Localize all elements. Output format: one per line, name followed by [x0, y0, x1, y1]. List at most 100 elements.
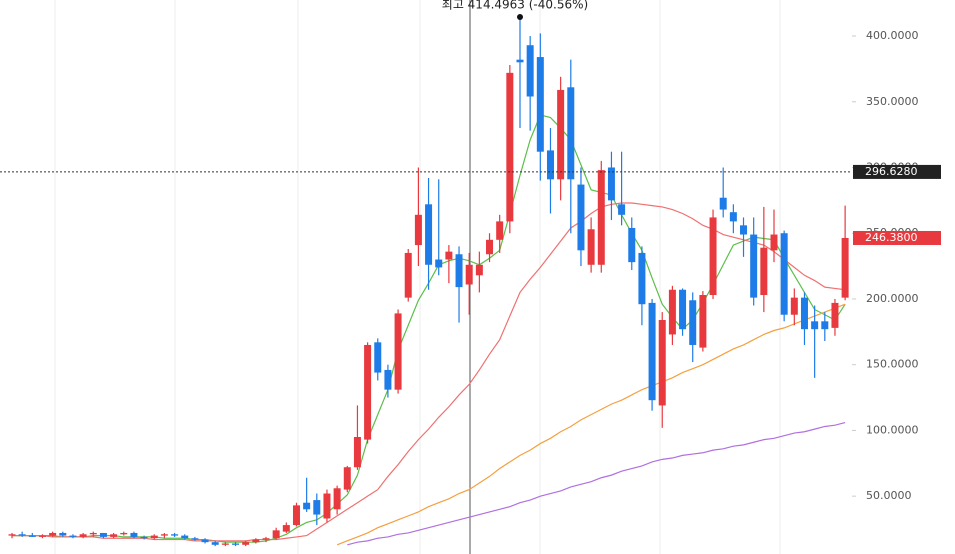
candle-body [790, 297, 798, 315]
candle-body [303, 502, 311, 510]
candle-body [628, 227, 636, 263]
candle-body [506, 72, 514, 222]
moving-average-line [12, 202, 846, 542]
candle-body [181, 535, 189, 539]
candle-body [800, 297, 808, 330]
candle-body [292, 505, 300, 526]
candle-body [486, 239, 494, 255]
annotation: 최고 414.4963 (-40.56%) [442, 0, 588, 12]
candle-body [719, 197, 727, 210]
y-tick-label: 100.0000 [866, 423, 919, 436]
candle-body [333, 488, 341, 510]
candle-body [171, 534, 179, 536]
candle-body [445, 251, 453, 260]
annotation-dot [517, 13, 523, 20]
candle-body [374, 342, 382, 373]
candle-body [750, 234, 758, 298]
candle-body [211, 542, 219, 545]
y-tick-label: 350.0000 [866, 95, 919, 108]
candle-body [597, 170, 605, 265]
candle-body [577, 184, 585, 251]
candle-body [49, 532, 57, 536]
candle-body [689, 300, 697, 345]
candle-body [425, 204, 433, 265]
candle-body [201, 539, 209, 543]
candle-body [475, 264, 483, 276]
candle-body [384, 369, 392, 390]
y-tick-label: 150.0000 [866, 358, 919, 371]
candle-body [160, 534, 168, 536]
candle-body [110, 534, 118, 537]
y-tick-label: 50.0000 [866, 489, 912, 502]
candle-body [516, 59, 524, 63]
candle-body [221, 543, 229, 545]
candle-body [272, 530, 280, 539]
candle-body [120, 532, 128, 535]
candle-body [38, 535, 46, 537]
price-label-box [853, 230, 941, 245]
candle-body [343, 467, 351, 490]
moving-average-line [336, 303, 846, 546]
candle-body [740, 225, 748, 235]
candle-body [89, 532, 97, 535]
candle-body [831, 302, 839, 328]
candle-body [465, 264, 473, 285]
y-tick-label: 200.0000 [866, 292, 919, 305]
candle-body [394, 313, 402, 390]
candle-body [668, 289, 676, 335]
candle-body [323, 493, 331, 519]
candle-body [414, 214, 422, 246]
candle-body [770, 234, 778, 251]
candle-body [18, 534, 26, 536]
price-label: 246.3800 [865, 231, 918, 244]
candle-body [811, 321, 819, 330]
candle-body [404, 252, 412, 298]
candle-body [8, 534, 16, 536]
candle-body [28, 535, 36, 537]
y-tick-label: 400.0000 [866, 29, 919, 42]
price-label: 296.6280 [865, 165, 918, 178]
candle-body [130, 532, 138, 537]
candle-body [69, 535, 77, 537]
candle-body [455, 254, 463, 288]
candle-body [79, 534, 87, 537]
candle-body [353, 436, 361, 468]
candle-body [709, 217, 717, 296]
plot [8, 16, 849, 547]
candle-body [262, 538, 270, 540]
candle-body [313, 500, 321, 515]
candle-body [679, 289, 687, 330]
candle-body [526, 45, 534, 97]
price-label-box [853, 164, 941, 179]
candle-body [140, 536, 148, 539]
candle-body [658, 319, 666, 406]
candle-body [607, 167, 615, 201]
candle-body [567, 87, 575, 180]
candle-body [821, 321, 829, 330]
candle-body [232, 543, 240, 545]
candle-body [587, 229, 595, 265]
moving-average-line [347, 421, 846, 546]
candle-body [536, 57, 544, 152]
candle-body [557, 89, 565, 180]
candle-body [780, 233, 788, 315]
candle-body [648, 302, 656, 401]
candle-body [59, 532, 67, 536]
candle-body [282, 525, 290, 532]
candle-body [760, 247, 768, 296]
candle-body [99, 532, 107, 537]
candle-body [729, 212, 737, 222]
candle-body [242, 542, 250, 545]
candle-body [364, 344, 372, 440]
vertical-grid [54, 0, 781, 554]
candle-body [150, 535, 158, 539]
candle-body [638, 252, 646, 305]
candle-body [252, 539, 260, 543]
candle-body [618, 204, 626, 215]
candle-body [841, 237, 849, 298]
candle-body [435, 259, 443, 268]
candle-body [546, 150, 554, 180]
candle-body [496, 221, 504, 240]
candle-body [699, 295, 707, 348]
